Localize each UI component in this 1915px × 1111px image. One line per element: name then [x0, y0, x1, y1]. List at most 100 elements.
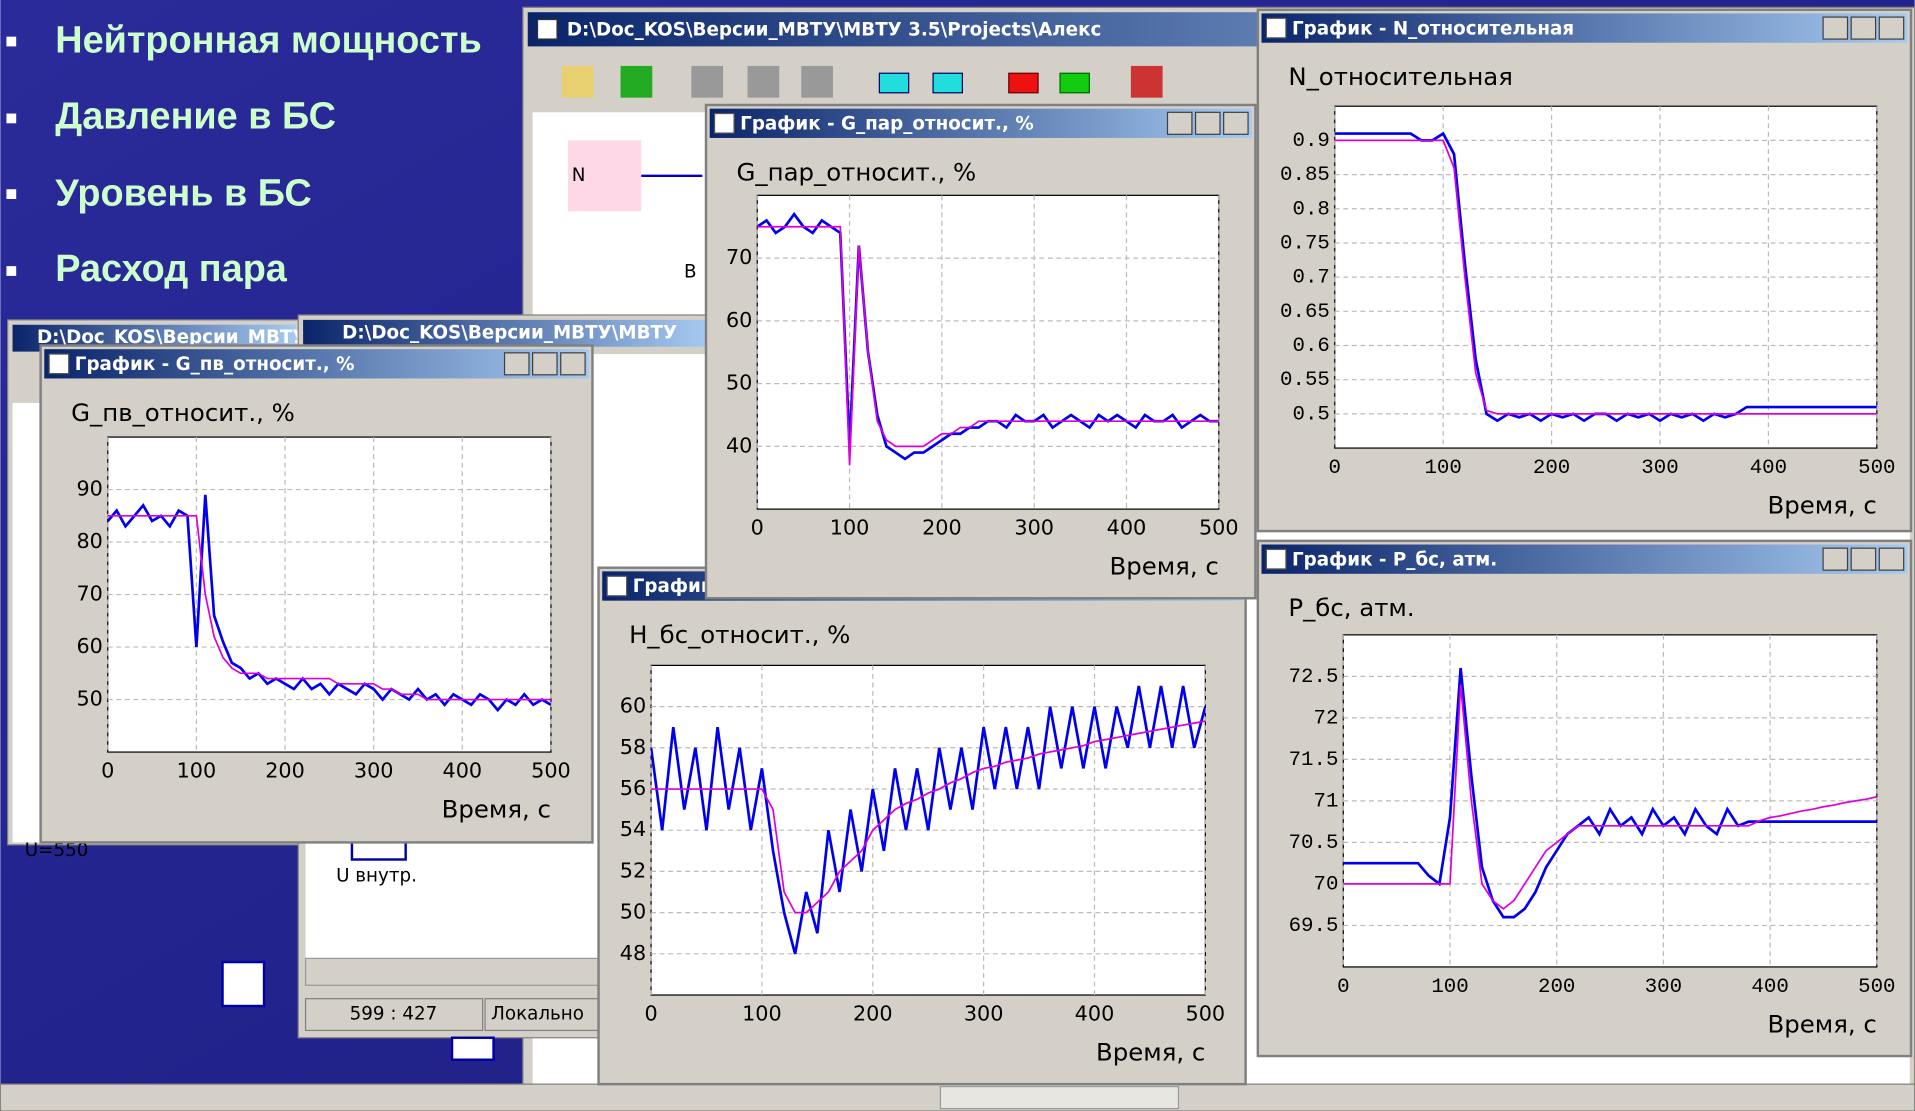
- status-text: 599 : 427: [350, 1004, 438, 1025]
- y-tick-label: 0.9: [1293, 130, 1330, 153]
- window-icon: [49, 354, 69, 374]
- y-tick-label: 70: [76, 582, 102, 606]
- maximize-button[interactable]: [1851, 17, 1875, 39]
- screen: Нейтронная мощность Давление в БС Уровен…: [0, 0, 1915, 1111]
- tool-button[interactable]: [621, 66, 653, 98]
- chart-title: H_бс_относит., %: [629, 620, 850, 649]
- y-tick-label: 72.5: [1289, 666, 1339, 689]
- x-axis-label: Время, с: [1768, 1010, 1877, 1039]
- y-tick-label: 0.65: [1280, 301, 1330, 324]
- y-tick-label: 0.75: [1280, 232, 1330, 255]
- y-tick-label: 0.55: [1280, 369, 1330, 392]
- scroll-thumb[interactable]: [940, 1087, 1178, 1109]
- y-tick-label: 90: [76, 477, 102, 501]
- close-button[interactable]: [1879, 17, 1903, 39]
- y-tick-label: 70: [1314, 873, 1339, 896]
- page: МВТУ {"slide": {"bullets": ["Нейтронная …: [0, 0, 1915, 1111]
- x-tick-label: 300: [964, 1002, 1004, 1026]
- x-axis-label: Время, с: [442, 795, 551, 824]
- window-title: D:\Doc_KOS\Версии_МВТУ\МВТУ 3.5\Projects…: [567, 20, 1102, 41]
- tool-button[interactable]: [1009, 73, 1038, 93]
- y-tick-label: 70.5: [1289, 832, 1339, 855]
- x-tick-label: 200: [853, 1002, 893, 1026]
- y-tick-label: 0.7: [1293, 267, 1330, 290]
- y-tick-label: 54: [620, 817, 646, 841]
- window-icon: [607, 576, 627, 596]
- tool-button[interactable]: [562, 66, 594, 98]
- minimize-button[interactable]: [505, 353, 529, 375]
- body: Нейтронная мощность Давление в БС Уровен…: [0, 0, 1915, 1111]
- y-tick-label: 0.6: [1293, 335, 1330, 358]
- x-tick-label: 500: [1858, 976, 1895, 999]
- window-title: График - P_бс, атм.: [1292, 549, 1497, 570]
- chart-title: G_пв_относит., %: [71, 398, 295, 427]
- x-tick-label: 400: [1075, 1002, 1115, 1026]
- maximize-button[interactable]: [1851, 548, 1875, 570]
- window-title: D:\Doc_KOS\Версии_МВТУ\МВТУ: [342, 322, 677, 343]
- x-tick-label: 200: [265, 759, 305, 783]
- y-tick-label: 80: [76, 529, 102, 553]
- chart-window: График - G_пв_относит., %G_пв_относит., …: [41, 346, 593, 843]
- y-tick-label: 50: [76, 687, 102, 711]
- bullet-text: Расход пара: [55, 248, 288, 290]
- tool-button[interactable]: [1060, 73, 1089, 93]
- bullet-marker: [6, 189, 16, 199]
- block-label: N: [572, 165, 586, 186]
- x-tick-label: 100: [830, 516, 870, 540]
- block: [223, 962, 265, 1006]
- x-tick-label: 100: [1431, 976, 1468, 999]
- chart-window: График - H_бс_относит., %H_бс_относит., …: [599, 568, 1246, 1084]
- y-tick-label: 60: [620, 694, 646, 718]
- close-button[interactable]: [1879, 548, 1903, 570]
- y-tick-label: 50: [620, 900, 646, 924]
- close-button[interactable]: [561, 353, 585, 375]
- window-title: График - N_относительная: [1292, 18, 1574, 39]
- x-tick-label: 0: [751, 516, 764, 540]
- maximize-button[interactable]: [533, 353, 557, 375]
- x-tick-label: 100: [1424, 457, 1461, 480]
- x-axis-label: Время, с: [1096, 1038, 1205, 1067]
- chart-window: График - N_относительнаяN_относительная0…: [1258, 10, 1911, 531]
- maximize-button[interactable]: [1196, 112, 1220, 134]
- x-tick-label: 300: [1014, 516, 1054, 540]
- bullet-text: Давление в БС: [55, 95, 336, 137]
- window-icon: [538, 20, 558, 40]
- window-title: График - G_пар_относит., %: [740, 114, 1034, 135]
- bullet-text: Нейтронная мощность: [55, 20, 481, 62]
- block-label: В: [684, 261, 697, 282]
- y-tick-label: 72: [1314, 707, 1339, 730]
- y-tick-label: 40: [726, 433, 752, 457]
- x-tick-label: 200: [1533, 457, 1570, 480]
- y-tick-label: 52: [620, 858, 646, 882]
- bullet-marker: [6, 266, 16, 276]
- close-button[interactable]: [1224, 112, 1248, 134]
- minimize-button[interactable]: [1167, 112, 1191, 134]
- x-tick-label: 300: [354, 759, 394, 783]
- x-tick-label: 100: [742, 1002, 782, 1026]
- x-tick-label: 200: [922, 516, 962, 540]
- tool-button[interactable]: [801, 66, 833, 98]
- x-tick-label: 300: [1645, 976, 1682, 999]
- x-tick-label: 0: [644, 1002, 657, 1026]
- y-tick-label: 56: [620, 776, 646, 800]
- tool-button[interactable]: [748, 66, 780, 98]
- tool-button[interactable]: [933, 73, 962, 93]
- block: [452, 1038, 494, 1060]
- block-label: U внутр.: [336, 866, 417, 887]
- minimize-button[interactable]: [1823, 17, 1847, 39]
- minimize-button[interactable]: [1823, 548, 1847, 570]
- tool-button[interactable]: [879, 73, 908, 93]
- x-tick-label: 400: [1750, 457, 1787, 480]
- x-axis-label: Время, с: [1768, 491, 1877, 520]
- y-tick-label: 50: [726, 371, 752, 395]
- x-axis-label: Время, с: [1109, 552, 1218, 581]
- window-icon: [1266, 549, 1286, 569]
- tool-button[interactable]: [1131, 66, 1163, 98]
- chart-title: P_бс, атм.: [1288, 593, 1414, 622]
- tool-button[interactable]: [691, 66, 723, 98]
- y-tick-label: 58: [620, 735, 646, 759]
- y-tick-label: 48: [620, 941, 646, 965]
- x-tick-label: 500: [1858, 457, 1895, 480]
- y-tick-label: 0.85: [1280, 164, 1330, 187]
- window-icon: [715, 114, 735, 134]
